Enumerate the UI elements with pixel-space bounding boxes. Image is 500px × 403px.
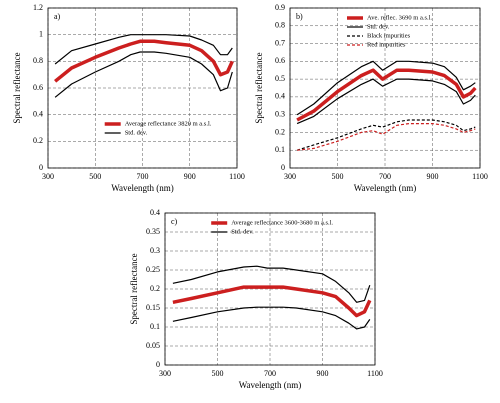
series-line xyxy=(172,306,371,330)
y-tick-label: 0 xyxy=(156,360,160,369)
series-line xyxy=(172,265,371,303)
x-axis-label: Wavelength (nm) xyxy=(239,380,302,390)
panel-label: a) xyxy=(54,12,61,21)
x-tick-label: 1100 xyxy=(229,172,245,181)
y-axis-label: Spectral reflectance xyxy=(129,253,139,324)
y-tick-label: 0.8 xyxy=(275,21,285,30)
x-tick-label: 1100 xyxy=(472,172,488,181)
x-tick-label: 900 xyxy=(317,369,329,378)
x-tick-label: 500 xyxy=(212,369,224,378)
x-tick-label: 900 xyxy=(427,172,439,181)
x-axis-label: Wavelength (nm) xyxy=(354,183,417,193)
legend-label: Red impurities xyxy=(367,41,406,48)
y-tick-label: 0.35 xyxy=(146,227,160,236)
x-tick-label: 300 xyxy=(159,369,171,378)
series-line xyxy=(296,78,476,125)
y-tick-label: 0.6 xyxy=(275,56,285,65)
legend-label: Average reflectance 3820 m a.s.l. xyxy=(125,120,212,127)
series-line xyxy=(296,60,476,116)
x-tick-label: 700 xyxy=(379,172,391,181)
y-tick-label: 0.2 xyxy=(150,284,160,293)
x-axis-label: Wavelength (nm) xyxy=(111,183,174,193)
y-tick-label: 1 xyxy=(39,29,43,38)
legend-label: Std. dev. xyxy=(125,129,148,136)
legend-label: Std. dev. xyxy=(231,228,254,235)
y-tick-label: 0.1 xyxy=(275,145,285,154)
x-tick-label: 300 xyxy=(42,172,54,181)
y-tick-label: 0.8 xyxy=(33,56,43,65)
y-tick-label: 0.4 xyxy=(275,92,285,101)
y-tick-label: 0.05 xyxy=(146,341,160,350)
x-tick-label: 900 xyxy=(184,172,196,181)
panel-label: b) xyxy=(296,12,303,21)
y-tick-label: 0.3 xyxy=(275,109,285,118)
y-tick-label: 0 xyxy=(281,163,285,172)
y-tick-label: 0.2 xyxy=(33,136,43,145)
series-line xyxy=(54,34,233,65)
y-tick-label: 0.2 xyxy=(275,127,285,136)
series-line xyxy=(172,285,372,318)
y-tick-label: 0.9 xyxy=(275,3,285,12)
y-tick-label: 0.7 xyxy=(275,38,285,47)
y-axis-label: Spectral reflectance xyxy=(254,52,264,123)
y-axis-label: Spectral reflectance xyxy=(12,52,22,123)
y-tick-label: 1.2 xyxy=(33,3,43,12)
legend-label: Std. dev. xyxy=(367,23,390,30)
plot-frame xyxy=(164,212,376,366)
x-tick-label: 300 xyxy=(284,172,296,181)
legend-label: Ave. reflec. 3690 m a.s.l. xyxy=(367,14,432,21)
series-line xyxy=(296,119,476,151)
panel-label: c) xyxy=(171,217,178,226)
y-tick-label: 0 xyxy=(39,163,43,172)
y-tick-label: 0.4 xyxy=(150,208,160,217)
x-tick-label: 1100 xyxy=(367,369,383,378)
x-tick-label: 700 xyxy=(264,369,276,378)
x-tick-label: 500 xyxy=(89,172,101,181)
series-line xyxy=(54,51,233,98)
series-line xyxy=(297,123,476,151)
legend-label: Average reflectance 3600-3680 m a.s.l. xyxy=(231,219,333,226)
y-tick-label: 0.5 xyxy=(275,74,285,83)
x-tick-label: 700 xyxy=(137,172,149,181)
y-tick-label: 0.4 xyxy=(33,109,43,118)
y-tick-label: 0.15 xyxy=(146,303,160,312)
y-tick-label: 0.1 xyxy=(150,322,160,331)
x-tick-label: 500 xyxy=(332,172,344,181)
plot-frame xyxy=(47,7,238,169)
y-tick-label: 0.6 xyxy=(33,83,43,92)
series-line xyxy=(54,39,234,83)
plot-frame xyxy=(289,7,481,169)
y-tick-label: 0.25 xyxy=(146,265,160,274)
series-line xyxy=(296,68,477,122)
y-tick-label: 0.3 xyxy=(150,246,160,255)
legend-label: Black impurities xyxy=(367,32,411,39)
